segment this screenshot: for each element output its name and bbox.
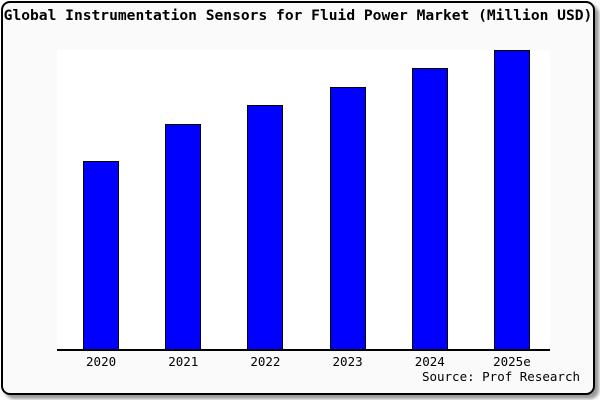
x-tick-label-2022: 2022 bbox=[250, 354, 281, 369]
x-axis-tick-labels: 2020 2021 2022 2023 2024 2025e bbox=[57, 354, 550, 370]
bar-2025e bbox=[493, 50, 530, 349]
bar-2022 bbox=[247, 105, 284, 349]
bar-2024 bbox=[411, 68, 448, 349]
x-tick-label-2021: 2021 bbox=[168, 354, 199, 369]
x-tick-label-2024: 2024 bbox=[414, 354, 445, 369]
x-tick-label-2025e: 2025e bbox=[493, 354, 531, 369]
source-note: Source: Prof Research bbox=[421, 369, 580, 384]
bar-2023 bbox=[329, 87, 366, 349]
x-tick-label-2023: 2023 bbox=[332, 354, 363, 369]
chart-title: Global Instrumentation Sensors for Fluid… bbox=[3, 7, 593, 24]
bar-2021 bbox=[165, 124, 202, 349]
bar-2020 bbox=[83, 161, 120, 349]
x-tick-label-2020: 2020 bbox=[86, 354, 117, 369]
plot-area bbox=[57, 50, 550, 351]
chart-card: Global Instrumentation Sensors for Fluid… bbox=[1, 1, 595, 395]
